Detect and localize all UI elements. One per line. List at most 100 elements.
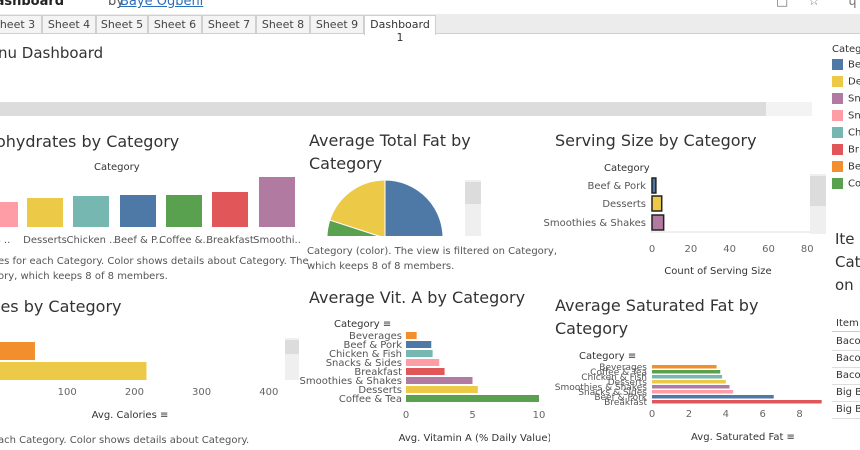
carbs-bar: [259, 177, 295, 227]
fat-scroll-thumb[interactable]: [465, 182, 481, 204]
serving-tick-label: 0: [649, 244, 655, 255]
legend-item[interactable]: De: [832, 76, 860, 93]
item-row[interactable]: Baco: [832, 368, 860, 385]
items-title-1: Ite: [835, 230, 855, 248]
satfat-tick-label: 8: [796, 409, 802, 420]
carbs-category-label: Coffee &..: [159, 235, 209, 246]
satfat-bar: [652, 400, 822, 404]
serving-title: Serving Size by Category: [555, 131, 757, 150]
legend-label: De: [848, 76, 860, 88]
satfat-category-label: Beverages: [599, 363, 647, 373]
carbs-category-label: Chicken ..: [66, 235, 115, 246]
satfat-bar: [652, 380, 726, 384]
satfat-category-label: Snacks & Sides: [578, 388, 647, 398]
carbs-bar: [120, 195, 156, 227]
legend-item[interactable]: Be: [832, 59, 860, 76]
tab-sheet-7[interactable]: Sheet 7: [202, 15, 256, 33]
title-bar: Menu Dashboard by Baye Ogbeni □ ☆ ʮ: [0, 0, 860, 14]
serving-bar: [651, 214, 665, 231]
share-icon[interactable]: ʮ: [848, 0, 857, 9]
tab-sheet-6[interactable]: Sheet 6: [148, 15, 202, 33]
vita-category-label: Beef & Pork: [343, 340, 402, 351]
fat-pie-chart: [326, 180, 444, 236]
carbs-caption-1: es for each Category. Color shows detail…: [0, 256, 309, 267]
serving-category-label: Desserts: [602, 199, 646, 210]
legend-item[interactable]: Ch: [832, 127, 860, 144]
serving-bar: [651, 195, 663, 212]
legend-label: Br: [848, 144, 859, 156]
items-column-header: Item: [832, 316, 860, 332]
calories-scroll-thumb[interactable]: [285, 340, 299, 354]
legend-item[interactable]: Sn: [832, 93, 860, 110]
vita-bar: [406, 386, 478, 393]
item-row[interactable]: Baco: [832, 351, 860, 368]
scrollbar-thumb[interactable]: [0, 102, 766, 116]
satfat-category-label: Coffee & Tea: [590, 368, 647, 378]
fat-pie-slice: [384, 180, 444, 236]
fat-title-2: Category: [309, 154, 383, 173]
legend-label: Be: [848, 161, 860, 173]
calories-bar: [0, 342, 35, 360]
legend-label: Co: [848, 178, 860, 190]
carbs-bar: [27, 198, 63, 227]
serving-tick-label: 80: [801, 244, 814, 255]
vita-header: Category ≡: [334, 319, 391, 330]
fat-vertical-scrollbar[interactable]: [465, 180, 481, 236]
legend-swatch: [832, 144, 843, 155]
legend-label: Be: [848, 59, 860, 71]
satfat-bar: [652, 370, 721, 374]
tab-dashboard-1[interactable]: Dashboard 1: [364, 15, 436, 44]
items-title-3: on I: [835, 276, 860, 294]
calories-title: ies by Category: [0, 297, 122, 316]
star-icon[interactable]: ☆: [808, 0, 820, 9]
serving-tick-label: 40: [723, 244, 736, 255]
tab-sheet-5[interactable]: Sheet 5: [96, 15, 148, 33]
fat-caption-2: which keeps 8 of 8 members.: [307, 261, 455, 272]
legend-label: Sn: [848, 93, 860, 105]
legend-label: Ch: [848, 127, 860, 139]
fat-pie-slice: [329, 180, 386, 236]
vita-bar: [406, 350, 433, 357]
sheet-tabs: Sheet 3 Sheet 4 Sheet 5 Sheet 6 Sheet 7 …: [0, 14, 860, 44]
satfat-category-label: Smoothies & Shakes: [555, 383, 648, 393]
legend-item[interactable]: Sn: [832, 110, 860, 127]
satfat-bar: [652, 375, 723, 379]
vita-category-label: Beverages: [349, 331, 402, 342]
legend-item[interactable]: Be: [832, 161, 860, 178]
vita-bar: [406, 368, 445, 375]
legend-swatch: [832, 178, 843, 189]
window-icon[interactable]: □: [776, 0, 789, 9]
author-link[interactable]: Baye Ogbeni: [120, 0, 204, 9]
legend-swatch: [832, 127, 843, 138]
vita-bar: [406, 395, 539, 402]
vita-bar: [406, 332, 417, 339]
tab-sheet-8[interactable]: Sheet 8: [256, 15, 310, 33]
satfat-title-1: Average Saturated Fat by: [555, 296, 759, 315]
vita-bar: [406, 341, 432, 348]
serving-vertical-scrollbar[interactable]: [810, 174, 826, 234]
serving-scroll-thumb[interactable]: [810, 176, 826, 206]
legend-swatch: [832, 93, 843, 104]
vita-bar: [406, 359, 440, 366]
item-row[interactable]: Big B: [832, 402, 860, 419]
item-row[interactable]: Big B: [832, 385, 860, 402]
legend-item[interactable]: Br: [832, 144, 860, 161]
carbs-bar: [73, 196, 109, 227]
legend-item[interactable]: Co: [832, 178, 860, 195]
satfat-bar: [652, 365, 717, 369]
tab-sheet-3[interactable]: Sheet 3: [0, 15, 42, 33]
carbs-caption-2: ory, which keeps 8 of 8 members.: [0, 271, 168, 282]
carbs-category-label: Smoothi..: [253, 235, 300, 246]
satfat-title-2: Category: [555, 319, 629, 338]
item-row[interactable]: Baco: [832, 334, 860, 351]
carbs-category-label: Desserts: [23, 235, 67, 246]
items-title-2: Cat: [835, 253, 860, 271]
horizontal-scrollbar[interactable]: [0, 102, 812, 116]
satfat-tick-label: 2: [686, 409, 692, 420]
tab-sheet-4[interactable]: Sheet 4: [42, 15, 96, 33]
calories-axis-title: Avg. Calories ≡: [92, 410, 169, 421]
calories-vertical-scrollbar[interactable]: [285, 338, 299, 380]
satfat-category-label: Chicken & Fish: [581, 373, 647, 383]
tab-sheet-9[interactable]: Sheet 9: [310, 15, 364, 33]
